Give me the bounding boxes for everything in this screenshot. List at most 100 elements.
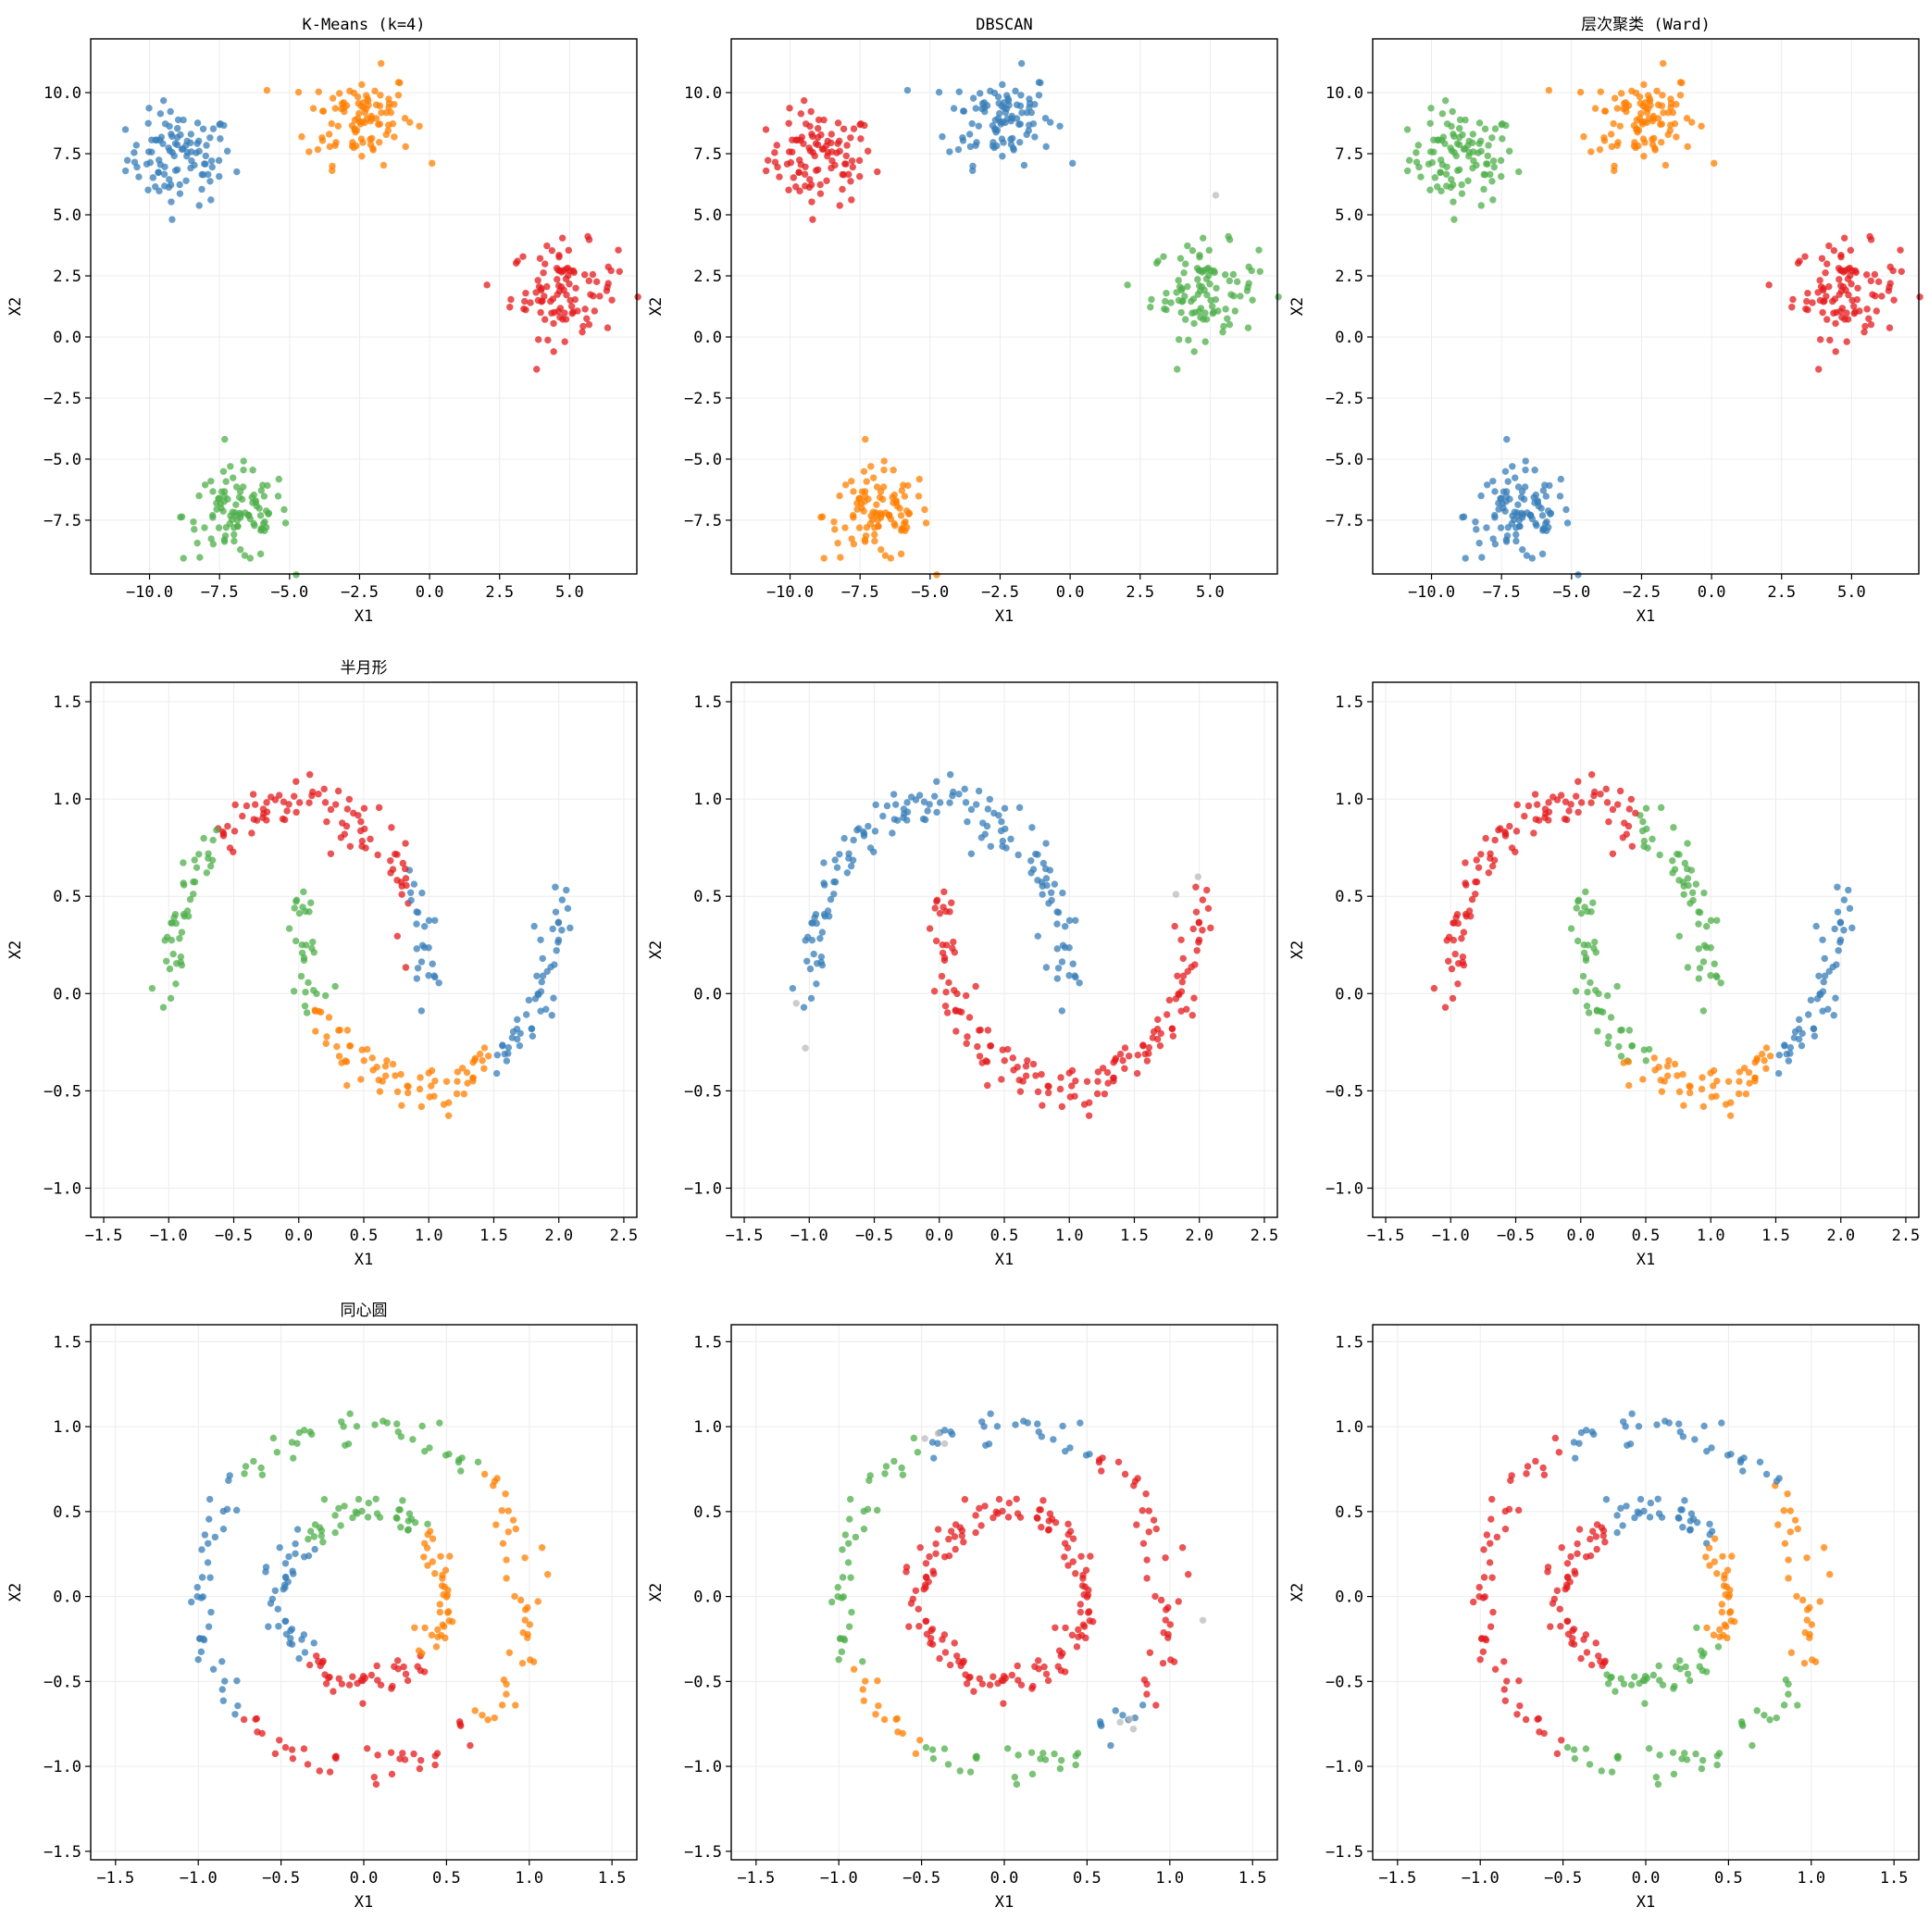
cluster-point-orange [1646, 94, 1653, 103]
cluster-point-blue [833, 864, 841, 871]
cluster-point-orange [897, 550, 905, 558]
cluster-point-red [1171, 922, 1178, 930]
cluster-point-red [1121, 1470, 1129, 1478]
cluster-point-green [1603, 991, 1612, 1000]
cluster-point-blue [417, 1007, 426, 1015]
cluster-point-green [1589, 899, 1597, 906]
y-tick-label: 5.0 [53, 206, 81, 225]
cluster-point-red [963, 1040, 970, 1047]
cluster-point-red [1525, 802, 1533, 810]
cluster-point-blue [285, 1552, 292, 1561]
cluster-point-green [1689, 896, 1697, 904]
cluster-point-red [1157, 1596, 1165, 1604]
cluster-point-green [1675, 877, 1683, 884]
cluster-point-red [1430, 984, 1438, 992]
cluster-point-green [1572, 988, 1580, 995]
cluster-point-red [976, 1504, 983, 1513]
cluster-point-red [977, 1026, 984, 1034]
y-tick-label: −1.0 [1325, 1179, 1363, 1198]
cluster-point-orange [1666, 127, 1674, 134]
cluster-point-orange [480, 1044, 489, 1052]
cluster-point-blue [1846, 904, 1854, 913]
cluster-point-blue [1574, 571, 1582, 579]
cluster-point-blue [1522, 466, 1529, 474]
cluster-point-green [1669, 857, 1676, 865]
cluster-point-blue [1503, 435, 1511, 443]
cluster-point-blue [1017, 59, 1026, 68]
cluster-point-orange [898, 487, 906, 494]
cluster-point-red [970, 1688, 977, 1695]
cluster-point-orange [1716, 1633, 1724, 1640]
cluster-point-blue [813, 960, 821, 967]
cluster-point-blue [1542, 519, 1549, 528]
cluster-point-red [1854, 284, 1861, 292]
cluster-point-blue [1687, 1510, 1696, 1517]
cluster-point-red [267, 793, 275, 801]
cluster-point-orange [1791, 1516, 1799, 1524]
y-tick-label: −0.5 [684, 1673, 722, 1691]
cluster-point-red [955, 1007, 964, 1016]
cluster-point-green [190, 891, 197, 898]
cluster-point-red [814, 133, 822, 142]
cluster-point-red [1019, 1078, 1027, 1085]
cluster-point-blue [425, 916, 433, 925]
cluster-point-blue [903, 816, 911, 824]
cluster-point-green [1794, 1701, 1801, 1709]
cluster-point-blue [1050, 1436, 1057, 1443]
cluster-point-red [566, 296, 574, 305]
cluster-point-red [922, 1584, 929, 1591]
cluster-point-orange [1686, 1089, 1694, 1097]
cluster-point-red [548, 309, 555, 317]
cluster-point-red [507, 295, 515, 304]
cluster-point-red [1885, 324, 1894, 331]
cluster-point-red [357, 817, 365, 826]
x-tick-label: −0.5 [1544, 1869, 1582, 1888]
cluster-point-orange [1673, 133, 1680, 141]
cluster-point-orange [915, 475, 924, 483]
x-tick-label: 0.0 [350, 1869, 379, 1888]
cluster-point-red [836, 137, 843, 145]
y-tick-label: 1.5 [1335, 1333, 1363, 1352]
cluster-point-orange [860, 467, 868, 475]
cluster-point-green [1167, 299, 1175, 306]
cluster-point-orange [367, 115, 376, 122]
cluster-point-orange [1699, 1074, 1706, 1081]
cluster-point-blue [206, 178, 214, 185]
cluster-point-green [1620, 1680, 1628, 1688]
cluster-point-red [1085, 1112, 1093, 1119]
cluster-point-red [1625, 805, 1634, 813]
cluster-point-green [1702, 1668, 1711, 1676]
cluster-point-green [1443, 163, 1450, 170]
cluster-point-red [1142, 1490, 1150, 1498]
cluster-point-green [215, 494, 223, 502]
cluster-point-red [1145, 1043, 1153, 1052]
cluster-point-red [951, 987, 958, 994]
cluster-point-green [1477, 202, 1485, 209]
cluster-point-green [1717, 979, 1724, 987]
cluster-point-green [1199, 234, 1207, 242]
cluster-point-blue [1681, 1497, 1688, 1504]
cluster-point-blue [123, 156, 131, 164]
cluster-point-red [1145, 1528, 1152, 1536]
cluster-point-blue [1718, 1419, 1725, 1427]
cluster-point-orange [263, 86, 271, 94]
cluster-point-red [948, 899, 955, 906]
cluster-point-red [1844, 275, 1852, 283]
cluster-point-red [1034, 1514, 1041, 1522]
cluster-point-green [205, 854, 212, 862]
cluster-point-red [936, 909, 944, 917]
cluster-point-blue [1834, 908, 1842, 916]
cluster-point-red [1062, 1624, 1069, 1632]
cluster-point-green [220, 488, 229, 495]
y-tick-label: 7.5 [693, 145, 722, 164]
cluster-point-green [190, 518, 197, 526]
cluster-point-blue [1798, 1041, 1806, 1050]
cluster-point-green [1248, 267, 1255, 275]
cluster-point-red [1577, 1654, 1585, 1663]
cluster-point-orange [504, 1528, 512, 1536]
cluster-point-blue [407, 896, 415, 904]
cluster-point-blue [930, 792, 939, 800]
cluster-point-red [1094, 1068, 1102, 1076]
cluster-point-red [604, 324, 612, 331]
cluster-point-green [1670, 1770, 1678, 1778]
